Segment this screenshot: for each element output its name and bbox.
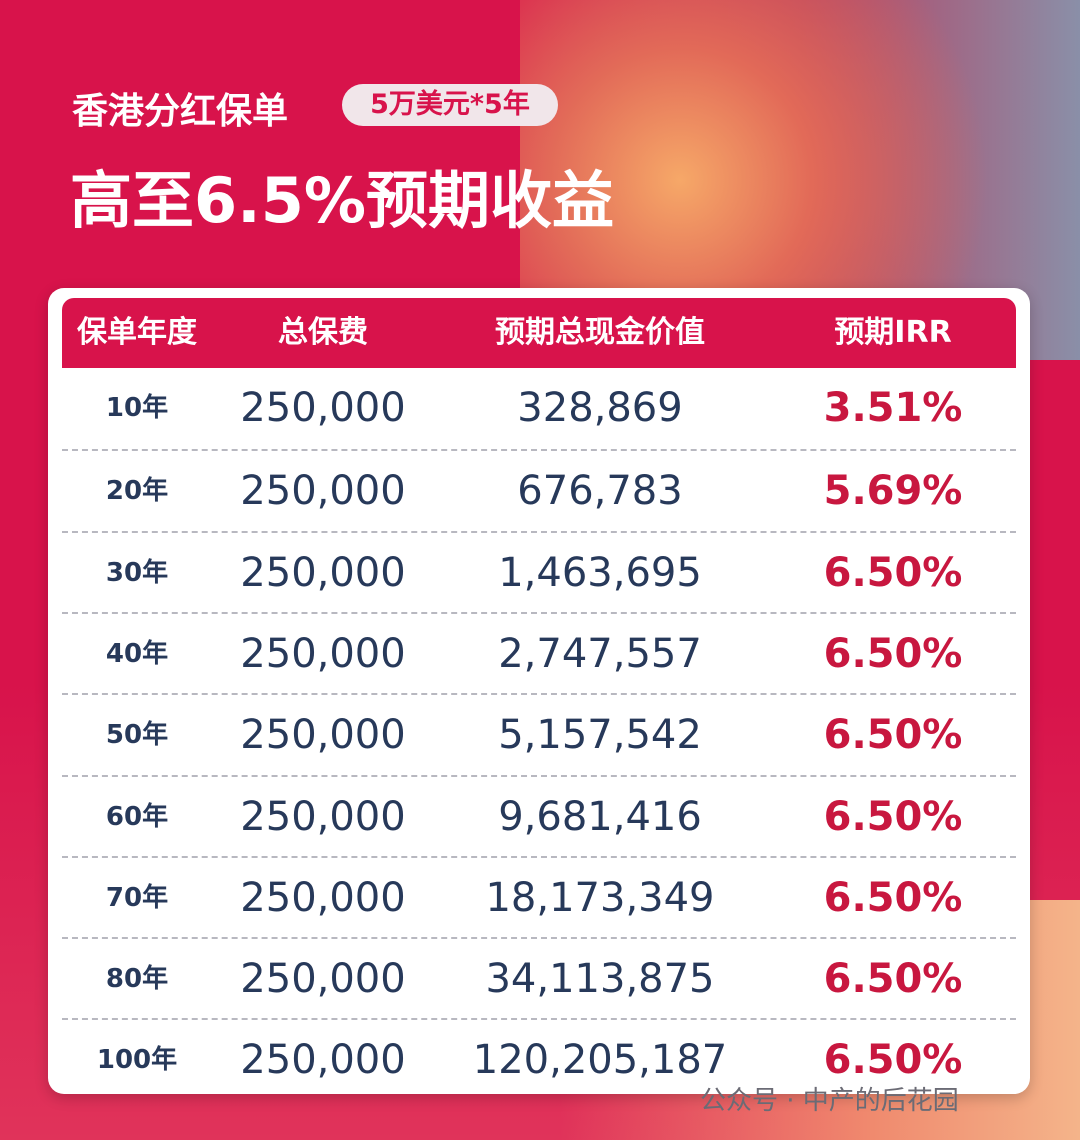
table-cell: 120,205,187 — [472, 1037, 728, 1084]
table-cell: 6.50% — [823, 1037, 963, 1084]
table-cell: 250,000 — [240, 874, 406, 921]
column-header: 总保费 — [278, 315, 368, 350]
table-row: 100年 250,000 120,205,187 6.50% — [62, 1018, 1016, 1101]
table-cell: 6.50% — [823, 793, 963, 840]
table-cell: 6.50% — [823, 712, 963, 759]
table-cell: 6.50% — [823, 874, 963, 921]
table-row: 70年 250,000 18,173,349 6.50% — [62, 855, 1016, 939]
table-cell: 34,113,875 — [485, 956, 715, 1003]
table-cell: 9,681,416 — [498, 793, 702, 840]
column-header: 保单年度 — [77, 315, 197, 350]
table-cell: 20年 — [105, 476, 169, 507]
table-row: 50年 250,000 5,157,542 6.50% — [62, 693, 1016, 776]
column-header: 预期总现金价值 — [495, 315, 705, 350]
table-row: 60年 250,000 9,681,416 6.50% — [62, 774, 1016, 858]
table-cell: 250,000 — [240, 385, 406, 431]
table-cell: 2,747,557 — [498, 630, 702, 677]
table-cell: 3.51% — [823, 385, 963, 431]
table-row: 80年 250,000 34,113,875 6.50% — [62, 937, 1016, 1020]
table-cell: 18,173,349 — [485, 874, 715, 921]
table-header: 保单年度 总保费 预期总现金价值 预期IRR — [62, 298, 1016, 368]
table-cell: 5,157,542 — [498, 712, 702, 759]
table-cell: 328,869 — [517, 385, 683, 431]
table-cell: 1,463,695 — [498, 549, 702, 596]
table-cell: 10年 — [105, 393, 169, 423]
table-cell: 250,000 — [240, 549, 406, 596]
table-cell: 6.50% — [823, 549, 963, 596]
table-cell: 250,000 — [240, 630, 406, 677]
table-cell: 250,000 — [240, 468, 406, 515]
table-row: 30年 250,000 1,463,695 6.50% — [62, 530, 1016, 614]
table-cell: 80年 — [105, 964, 169, 995]
table-cell: 250,000 — [240, 793, 406, 840]
table-cell: 30年 — [105, 557, 169, 588]
table-cell: 100年 — [96, 1045, 178, 1076]
table-cell: 6.50% — [823, 956, 963, 1003]
table-row: 40年 250,000 2,747,557 6.50% — [62, 611, 1016, 695]
table-cell: 250,000 — [240, 1037, 406, 1084]
table-cell: 60年 — [105, 801, 169, 832]
table-cell: 6.50% — [823, 630, 963, 677]
table-cell: 250,000 — [240, 956, 406, 1003]
table-cell: 40年 — [105, 638, 169, 669]
watermark: 公众号 · 中产的后花园 — [700, 1086, 959, 1116]
subtitle: 香港分红保单 — [72, 91, 289, 132]
table-cell: 676,783 — [517, 468, 683, 515]
table-cell: 50年 — [105, 720, 169, 751]
table-row: 20年 250,000 676,783 5.69% — [62, 449, 1016, 532]
table-card: 保单年度 总保费 预期总现金价值 预期IRR 10年 250,000 328,869 3.5… — [48, 288, 1030, 1094]
table-row: 10年 250,000 328,869 3.51% — [62, 368, 1016, 449]
table-cell: 70年 — [105, 882, 169, 913]
table-cell: 250,000 — [240, 712, 406, 759]
table-cell: 5.69% — [823, 468, 963, 515]
title: 高至6.5%预期收益 — [70, 164, 614, 237]
column-header: 预期IRR — [834, 315, 952, 350]
badge: 5万美元*5年 — [342, 84, 558, 126]
